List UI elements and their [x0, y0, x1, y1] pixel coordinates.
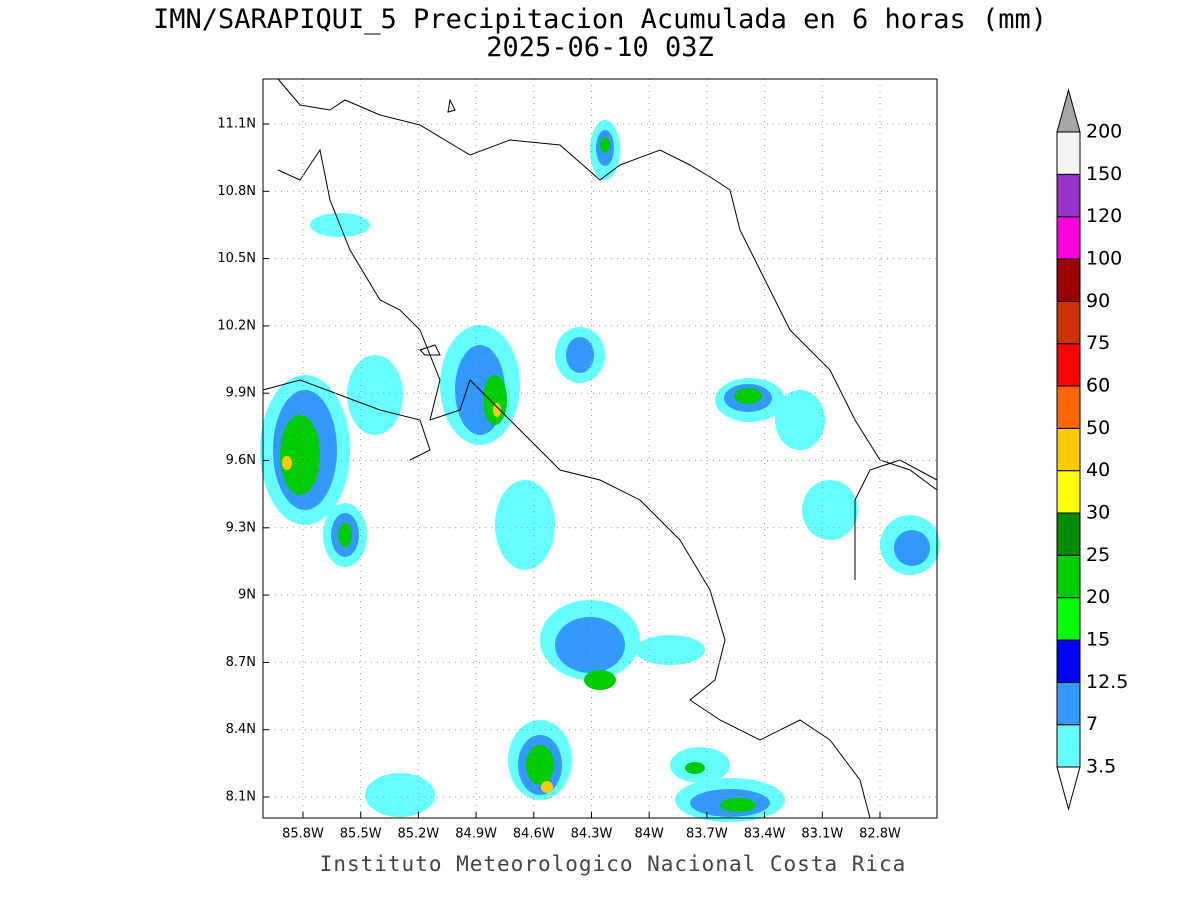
colorbar-label: 75	[1086, 332, 1110, 354]
colorbar-box	[1056, 258, 1081, 302]
colorbar-box	[1056, 216, 1081, 260]
colorbar-label: 30	[1086, 502, 1110, 524]
colorbar-box	[1056, 427, 1081, 472]
colorbar-label: 7	[1086, 713, 1098, 735]
lon-label: 82.8W	[859, 827, 901, 842]
lat-label: 11.1N	[217, 117, 256, 132]
subtitle: 2025-06-10 03Z	[486, 32, 714, 63]
lon-label: 85.5W	[340, 827, 382, 842]
colorbar-box	[1056, 300, 1081, 345]
colorbar-box	[1056, 681, 1081, 726]
credit: Instituto Meteorologico Nacional Costa R…	[320, 852, 907, 876]
lat-label: 9.3N	[226, 520, 256, 535]
colorbar-extend-low	[1056, 766, 1081, 811]
map-frame	[262, 78, 938, 819]
colorbar-box	[1056, 554, 1081, 599]
lon-label: 83.1W	[801, 827, 843, 842]
map-background	[263, 79, 937, 818]
colorbar-box	[1056, 385, 1081, 429]
title: IMN/SARAPIQUI_5 Precipitacion Acumulada …	[153, 4, 1047, 35]
colorbar-label: 12.5	[1086, 671, 1128, 693]
colorbar-box	[1056, 639, 1081, 683]
lon-label: 84W	[634, 827, 664, 842]
lat-label: 10.5N	[217, 251, 256, 266]
map-area: 11.1N 10.8N 10.5N 10.2N 9.9N 9.6N 9.3N 9N 8.7N 8.…	[217, 78, 940, 842]
colorbar-box	[1056, 131, 1081, 175]
lat-label: 8.7N	[226, 655, 256, 670]
colorbar-label: 3.5	[1086, 756, 1116, 778]
colorbar-label: 200	[1086, 121, 1122, 143]
colorbar-label: 20	[1086, 586, 1110, 608]
lon-label: 83.7W	[686, 827, 728, 842]
colorbar-label: 60	[1086, 375, 1110, 397]
colorbar-label: 15	[1086, 629, 1110, 651]
colorbar-label: 150	[1086, 163, 1122, 185]
colorbar-box	[1056, 343, 1081, 387]
colorbar-label: 40	[1086, 459, 1110, 481]
lon-label: 84.3W	[571, 827, 613, 842]
lat-label: 10.8N	[217, 184, 256, 199]
lat-label: 9.9N	[226, 386, 256, 401]
colorbar-box	[1056, 597, 1081, 641]
colorbar-box	[1056, 512, 1081, 556]
lat-label: 8.1N	[226, 790, 256, 805]
lon-label: 85.8W	[282, 827, 324, 842]
colorbar-box	[1056, 470, 1081, 514]
colorbar-box	[1056, 173, 1081, 218]
colorbar-label: 50	[1086, 417, 1110, 439]
lat-label: 10.2N	[217, 318, 256, 333]
graticule	[263, 79, 937, 818]
coastlines	[262, 78, 938, 819]
lat-label: 8.4N	[226, 722, 256, 737]
lon-label: 83.4W	[744, 827, 786, 842]
colorbar: 3.5 7 12.5 15 20 25 30 40 50 60 75 90 100 120 150 200	[1056, 88, 1128, 811]
colorbar-extend-high	[1056, 88, 1081, 133]
colorbar-label: 100	[1086, 248, 1122, 270]
colorbar-label: 25	[1086, 544, 1110, 566]
colorbar-label: 90	[1086, 290, 1110, 312]
lon-label: 85.2W	[397, 827, 439, 842]
colorbar-box	[1056, 724, 1081, 768]
lon-label: 84.9W	[455, 827, 497, 842]
precipitation	[260, 120, 940, 822]
lat-label: 9N	[238, 588, 256, 603]
colorbar-label: 120	[1086, 205, 1122, 227]
lon-label: 84.6W	[513, 827, 555, 842]
lat-label: 9.6N	[226, 453, 256, 468]
